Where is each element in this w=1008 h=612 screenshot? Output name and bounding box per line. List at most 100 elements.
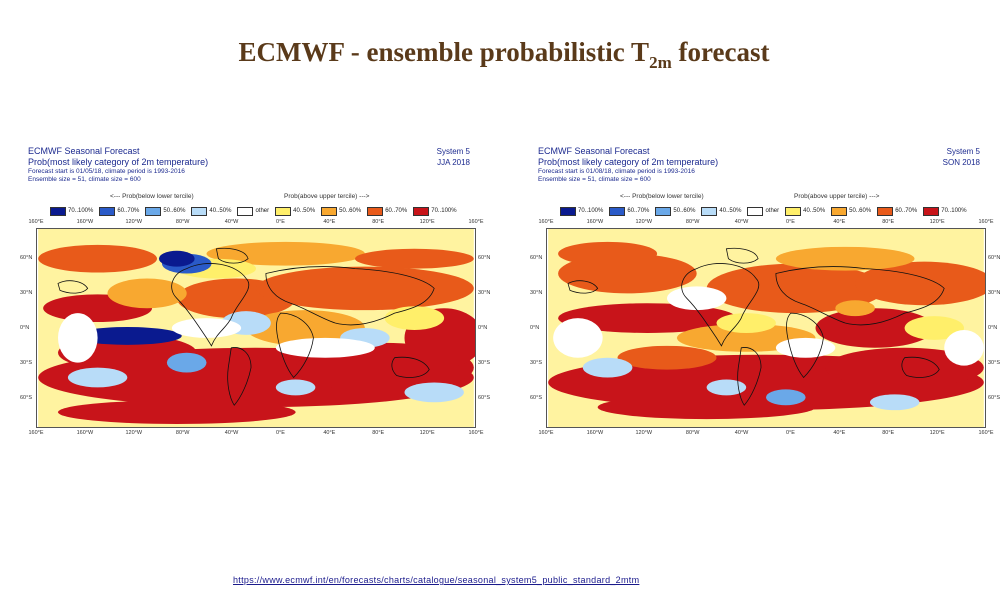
probability-region — [384, 306, 445, 330]
legend-swatch — [321, 206, 338, 216]
legend-swatch — [877, 206, 894, 216]
lon-tick: 120°E — [929, 430, 945, 436]
legend-swatch — [237, 206, 254, 216]
legend-swatch — [413, 206, 430, 216]
probability-region — [275, 379, 316, 396]
legend-item: 70..100% — [560, 206, 603, 216]
probability-region — [72, 327, 182, 345]
lower-tercile-label: <--- Prob(below lower tercile) — [620, 193, 704, 200]
probability-region — [166, 352, 207, 373]
probability-region — [553, 318, 603, 358]
system-label: System 5 SON 2018 — [943, 146, 980, 168]
probability-map — [36, 228, 476, 428]
forecast-panel-jja: ECMWF Seasonal Forecast Prob(most likely… — [20, 140, 490, 440]
lon-tick: 120°E — [419, 219, 435, 225]
lon-tick: 80°W — [175, 219, 190, 225]
panel-header: ECMWF Seasonal Forecast Prob(most likely… — [538, 146, 718, 184]
legend-label: 40..50% — [803, 208, 826, 214]
upper-tercile-label: Prob(above upper tercile) ---> — [284, 193, 370, 200]
coastline — [681, 263, 760, 347]
legend-swatch — [50, 206, 66, 216]
legend-swatch — [923, 206, 940, 216]
probability-region — [716, 313, 776, 333]
probability-region — [667, 286, 727, 311]
lon-tick: 80°W — [175, 430, 190, 436]
lon-tick: 40°W — [224, 219, 239, 225]
legend-item: 60..70% — [367, 206, 407, 216]
legend-label: 60..70% — [117, 208, 140, 214]
header-line3: Forecast start is 01/08/18, climate peri… — [538, 168, 695, 175]
legend-swatch — [609, 206, 626, 216]
page-title: ECMWF - ensemble probabilistic T2m forec… — [238, 37, 770, 72]
lon-tick: 120°W — [635, 219, 653, 225]
forecast-panel-son: ECMWF Seasonal Forecast Prob(most likely… — [530, 140, 1000, 440]
lon-tick: 120°W — [635, 430, 653, 436]
probability-region — [171, 318, 242, 338]
lat-tick: 30°S — [478, 360, 490, 366]
lat-tick: 60°S — [478, 395, 490, 401]
lat-tick: 60°N — [988, 255, 1001, 261]
map-svg — [548, 229, 985, 427]
lon-ticks-top: 160°E 160°W 120°W 80°W 40°W 0°E 40°E 80°E 120°E 1… — [28, 219, 483, 227]
legend-swatch — [560, 206, 576, 216]
lon-tick: 80°E — [372, 219, 385, 225]
lat-tick: 30°N — [20, 290, 33, 296]
legend-item: 40..50% — [191, 206, 231, 216]
legend-label: 40..50% — [293, 208, 316, 214]
legend-swatch — [655, 206, 672, 216]
coastline — [737, 347, 762, 406]
legend-label: 70..100% — [431, 208, 457, 214]
system-name: System 5 — [946, 147, 980, 156]
legend-label: other — [765, 208, 780, 214]
panel-header: ECMWF Seasonal Forecast Prob(most likely… — [28, 146, 208, 184]
probability-region — [582, 357, 633, 378]
color-legend: 70..100% 60..70% 50..60% 40..50% other 40..50… — [560, 206, 973, 216]
lon-tick: 160°E — [28, 219, 44, 225]
header-line2: Prob(most likely category of 2m temperat… — [538, 157, 719, 167]
lon-tick: 80°E — [882, 219, 895, 225]
legend-item: 50..60% — [145, 206, 185, 216]
lat-tick: 60°S — [988, 395, 1000, 401]
legend-label: 50..60% — [673, 208, 696, 214]
coastline — [171, 263, 250, 347]
lat-tick: 0°N — [530, 325, 540, 331]
lat-tick: 30°S — [20, 360, 32, 366]
lon-tick: 80°W — [685, 430, 700, 436]
lon-tick: 40°W — [224, 430, 239, 436]
probability-region — [775, 246, 915, 271]
lon-tick: 80°E — [372, 430, 385, 436]
lon-tick: 160°E — [468, 430, 484, 436]
legend-label: 40..50% — [209, 208, 232, 214]
legend-swatch — [275, 206, 292, 216]
probability-region — [775, 337, 836, 358]
lon-tick: 160°E — [978, 219, 994, 225]
lon-tick: 80°W — [685, 219, 700, 225]
lon-tick: 0°E — [275, 219, 285, 225]
probability-region — [256, 266, 474, 311]
probability-region — [855, 261, 985, 306]
probability-region — [107, 278, 187, 309]
header-line2: Prob(most likely category of 2m temperat… — [28, 157, 209, 167]
coastline — [786, 312, 824, 379]
lon-tick: 160°E — [978, 430, 994, 436]
forecast-period: SON 2018 — [942, 158, 980, 167]
lat-tick: 30°N — [478, 290, 491, 296]
legend-item: 70..100% — [923, 206, 967, 216]
legend-item: 50..60% — [655, 206, 695, 216]
legend-item: 60..70% — [99, 206, 139, 216]
legend-swatch — [701, 206, 718, 216]
lon-tick: 40°W — [734, 430, 749, 436]
legend-label: 50..60% — [163, 208, 186, 214]
lon-tick: 160°W — [76, 219, 94, 225]
legend-label: 70..100% — [941, 208, 967, 214]
probability-map — [546, 228, 986, 428]
forecast-period: JJA 2018 — [437, 158, 470, 167]
lat-tick: 0°N — [988, 325, 998, 331]
legend-item: 70..100% — [413, 206, 457, 216]
legend-swatch — [831, 206, 848, 216]
source-link[interactable]: https://www.ecmwf.int/en/forecasts/chart… — [233, 575, 640, 585]
coastline — [775, 266, 945, 326]
lon-tick: 40°E — [323, 219, 336, 225]
lon-tick: 40°E — [323, 430, 336, 436]
legend-swatch — [191, 206, 208, 216]
